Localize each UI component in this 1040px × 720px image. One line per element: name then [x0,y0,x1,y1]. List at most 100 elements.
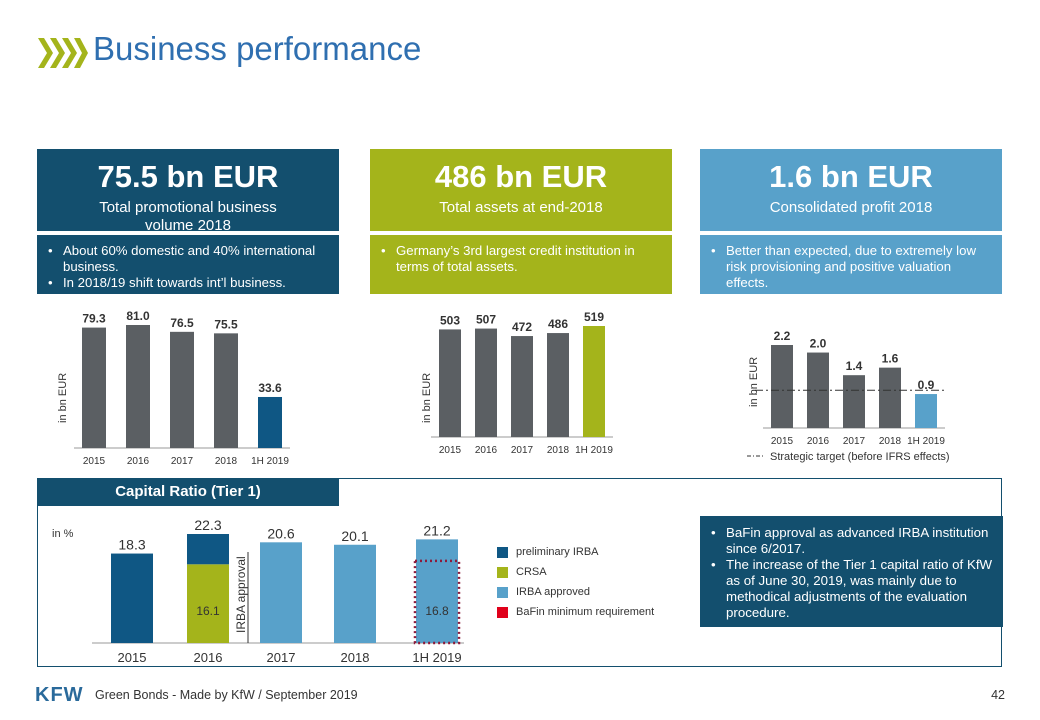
bar-2016 [126,325,150,448]
bullet: BaFin approval as advanced IRBA institut… [711,525,995,557]
kpi-assets-bullets-box: Germany’s 3rd largest credit institution… [370,235,672,294]
tick-label: 2018 [215,456,238,467]
legend-label: BaFin minimum requirement [516,606,655,618]
tick-label: 2016 [807,436,830,447]
bar-segment-2018 [334,544,376,643]
kpi-profit-bullets-box: Better than expected, due to extremely l… [700,235,1002,294]
bar-1h-2019 [583,326,605,437]
bar-segment-2015 [111,553,153,643]
legend-swatch-bafin [497,606,508,618]
kpi-volume-label-1: Total promotional business [99,199,277,216]
volume-chart: 79.3 2015 81.0 2016 76.5 2017 75.5 2018 33.6 1H 2… [57,309,290,467]
bullet: About 60% domestic and 40% international… [48,243,331,275]
data-label: 519 [584,310,604,324]
kpi-volume-bullets-box: About 60% domestic and 40% international… [37,235,339,294]
bar-2015 [771,345,793,428]
inner-label: 16.1 [196,604,220,618]
tick-label: 2018 [879,436,902,447]
tick-label: 2016 [194,650,223,665]
legend-label: CRSA [516,566,547,578]
y-axis-label: in bn EUR [421,373,433,423]
bullet: Germany’s 3rd largest credit institution… [381,243,664,275]
profit-chart: 2.2 2015 2.0 2016 1.4 2017 1.6 2018 0.9 1H 2019 in… [747,329,950,463]
target-legend-label: Strategic target (before IFRS effects) [770,451,950,463]
tick-label: 2015 [83,456,106,467]
capital-legend: preliminary IRBA CRSA IRBA approved BaFi… [497,546,654,618]
total-label: 18.3 [118,537,145,553]
kpi-volume-label-2: volume 2018 [145,217,231,234]
data-label: 79.3 [82,312,106,326]
bar-2018 [879,367,901,428]
irba-approval-label: IRBA approval [234,556,248,633]
bar-1h-2019 [258,396,282,448]
data-label: 2.2 [774,329,791,343]
chevrons-logo-icon [38,38,88,68]
tick-label: 2016 [475,445,498,456]
y-axis-label: in bn EUR [57,373,69,423]
y-axis-label: in bn EUR [748,357,760,407]
tick-label: 1H 2019 [575,445,613,456]
tick-label: 2017 [843,436,866,447]
bar-2018 [214,333,238,448]
data-label: 0.9 [918,378,935,392]
bar-2016 [475,328,497,437]
legend-item: BaFin minimum requirement [497,606,654,618]
bar-2016 [807,352,829,428]
tick-label: 2017 [267,650,296,665]
data-label: 507 [476,313,496,327]
data-label: 503 [440,313,460,327]
tick-label: 2018 [341,650,370,665]
inner-label: 16.8 [425,604,449,618]
bar-2017 [511,336,533,437]
kpi-volume-value: 75.5 bn EUR [97,159,279,194]
bar-2017 [170,331,194,448]
tick-label: 1H 2019 [907,436,945,447]
legend-swatch-crsa [497,566,508,578]
footer-text: Green Bonds - Made by KfW / September 20… [95,688,358,702]
total-label: 20.1 [341,528,368,544]
bullet: The increase of the Tier 1 capital ratio… [711,557,995,621]
kpi-assets-label: Total assets at end-2018 [439,199,603,216]
bar-2018 [547,333,569,437]
kpi-profit-value: 1.6 bn EUR [769,159,933,194]
tick-label: 2015 [771,436,794,447]
data-label: 75.5 [214,317,238,331]
bar-2015 [439,329,461,437]
tick-label: 2018 [547,445,570,456]
data-label: 486 [548,317,568,331]
kpi-volume-header: 75.5 bn EUR Total promotional business v… [37,149,339,234]
bar-segment-1h-2019 [416,539,458,643]
capital-ratio-heading: Capital Ratio (Tier 1) [37,478,339,506]
total-label: 22.3 [194,517,221,533]
legend-swatch-irba [497,586,508,598]
bar-1h-2019 [915,394,937,428]
legend-item: preliminary IRBA [497,546,654,558]
data-label: 76.5 [170,316,194,330]
tick-label: 2017 [171,456,194,467]
tick-label: 2015 [439,445,462,456]
data-label: 81.0 [126,309,150,323]
bullet: In 2018/19 shift towards int’l business. [48,275,331,291]
kpi-profit-label: Consolidated profit 2018 [769,199,933,216]
kpi-assets-value: 486 bn EUR [434,159,608,194]
tick-label: 1H 2019 [412,650,461,665]
bar-segment-2016 [187,564,229,643]
total-label: 21.2 [423,522,450,538]
legend-label: preliminary IRBA [516,546,599,558]
page-number: 42 [991,688,1005,702]
page-title: Business performance [93,30,422,67]
bar-2015 [82,327,106,448]
kpi-assets-header: 486 bn EUR Total assets at end-2018 [370,149,672,231]
data-label: 33.6 [258,381,282,395]
bafin-info-box: BaFin approval as advanced IRBA institut… [700,516,1003,627]
bafin-minimum-box [413,559,461,645]
bar-segment-2017 [260,542,302,643]
tick-label: 1H 2019 [251,456,289,467]
capital-ratio-chart: in % 18.3 2015 22.3 2016 16.1 20.6 2017 20.1 2018… [52,517,464,665]
bullet: Better than expected, due to extremely l… [711,243,994,291]
data-label: 1.6 [882,352,899,366]
legend-item: IRBA approved [497,586,654,598]
tick-label: 2015 [118,650,147,665]
tick-label: 2016 [127,456,150,467]
bar-2017 [843,375,865,428]
